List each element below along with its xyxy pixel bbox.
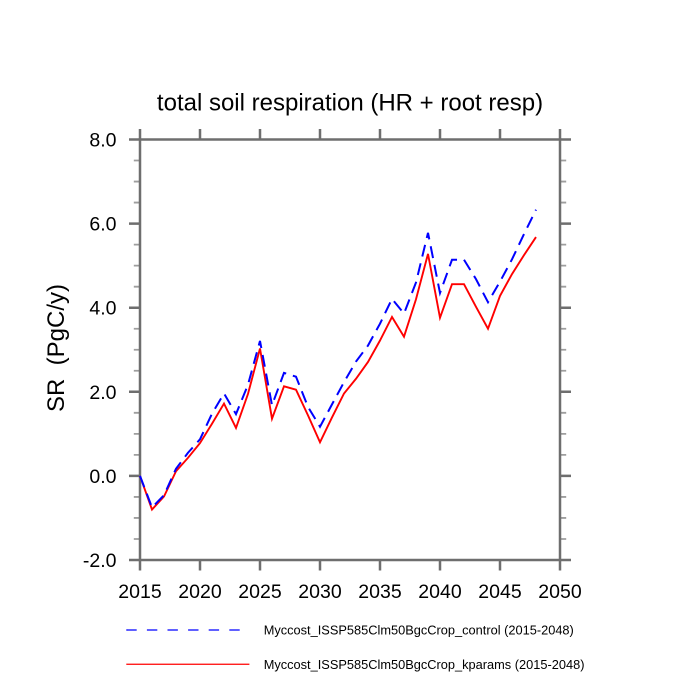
svg-text:Myccost_ISSP585Clm50BgcCrop_co: Myccost_ISSP585Clm50BgcCrop_control (201… (264, 623, 574, 638)
svg-text:SR (PgC/y): SR (PgC/y) (43, 284, 70, 412)
svg-text:4.0: 4.0 (89, 298, 116, 320)
svg-text:-2.0: -2.0 (83, 550, 117, 572)
svg-text:2.0: 2.0 (89, 382, 116, 404)
svg-text:2015: 2015 (118, 581, 162, 603)
svg-text:0.0: 0.0 (89, 466, 116, 488)
svg-text:2045: 2045 (478, 581, 522, 603)
svg-text:2025: 2025 (238, 581, 282, 603)
svg-text:8.0: 8.0 (89, 130, 116, 152)
svg-text:2050: 2050 (538, 581, 582, 603)
svg-text:2040: 2040 (418, 581, 462, 603)
svg-text:2035: 2035 (358, 581, 402, 603)
svg-text:total soil respiration (HR + r: total soil respiration (HR + root resp) (157, 90, 543, 117)
svg-text:Myccost_ISSP585Clm50BgcCrop_kp: Myccost_ISSP585Clm50BgcCrop_kparams (201… (264, 657, 585, 672)
svg-text:2030: 2030 (298, 581, 342, 603)
svg-text:6.0: 6.0 (89, 214, 116, 236)
svg-text:2020: 2020 (178, 581, 222, 603)
